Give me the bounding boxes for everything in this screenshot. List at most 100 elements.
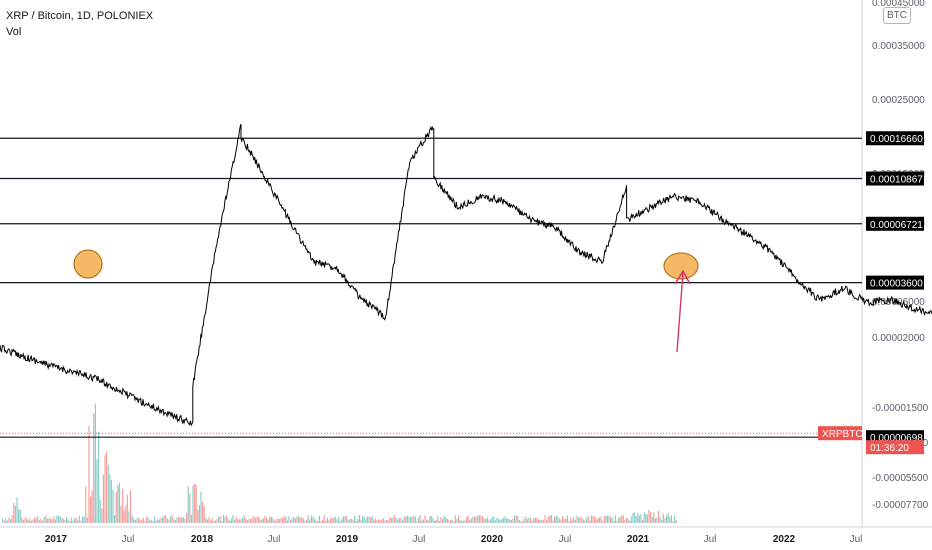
volume-bar — [309, 519, 311, 523]
volume-bar — [582, 519, 584, 523]
volume-bar — [181, 516, 183, 523]
target-arrow-head — [674, 269, 691, 285]
volume-bar — [419, 515, 421, 523]
volume-bar — [622, 515, 624, 523]
volume-bar — [166, 518, 168, 523]
volume-bar — [531, 520, 533, 523]
volume-bar — [376, 520, 378, 523]
volume-bar — [570, 517, 572, 523]
volume-bar — [339, 520, 341, 523]
volume-bar — [274, 520, 276, 523]
price-axis-tick: 0.00045000 — [872, 0, 925, 9]
volume-bar — [501, 519, 503, 523]
volume-bar — [322, 519, 324, 523]
volume-bar — [381, 519, 383, 523]
volume-bar — [629, 520, 631, 523]
volume-bar — [662, 513, 664, 523]
volume-bar — [554, 516, 556, 523]
volume-bar — [62, 519, 64, 523]
volume-bar — [562, 515, 564, 523]
level-label: 0.00006721 — [870, 220, 923, 231]
volume-bar — [461, 520, 463, 523]
volume-bar — [373, 520, 375, 523]
volume-bar — [200, 491, 202, 523]
volume-bar — [102, 474, 104, 523]
volume-bar — [445, 517, 447, 523]
volume-bar — [568, 520, 570, 523]
volume-bar — [581, 517, 583, 523]
volume-bar — [443, 515, 445, 523]
volume-bar — [173, 518, 175, 523]
volume-bar — [26, 517, 28, 523]
volume-bar — [349, 519, 351, 523]
volume-bar — [450, 519, 452, 523]
volume-bar — [541, 520, 543, 523]
marker-circle-2017 — [73, 249, 103, 279]
volume-bar — [78, 515, 80, 523]
volume-bar — [46, 518, 48, 523]
volume-bar — [150, 519, 152, 523]
volume-indicator-label[interactable]: Vol — [6, 26, 22, 38]
volume-bar — [237, 519, 239, 523]
volume-bar — [96, 459, 98, 523]
volume-bar — [18, 509, 20, 523]
volume-bar — [366, 516, 368, 523]
volume-bar — [410, 516, 412, 523]
volume-bar — [413, 515, 415, 523]
volume-bar — [378, 519, 380, 523]
volume-bar — [154, 516, 156, 523]
volume-bar — [584, 520, 586, 523]
volume-bar — [525, 516, 527, 523]
volume-bar — [357, 519, 359, 523]
volume-bar — [16, 497, 18, 523]
volume-bar — [394, 515, 396, 523]
volume-bar — [320, 520, 322, 523]
volume-bar — [122, 488, 124, 523]
level-label: 0.00010867 — [870, 175, 923, 186]
volume-bar — [53, 516, 55, 523]
volume-bar — [659, 517, 661, 523]
volume-bar — [595, 519, 597, 523]
volume-bar — [646, 514, 648, 523]
volume-bar — [346, 515, 348, 523]
volume-bar — [138, 517, 140, 523]
volume-bar — [107, 465, 109, 523]
volume-bar — [453, 520, 455, 523]
volume-bar — [635, 515, 637, 523]
volume-bar — [470, 518, 472, 523]
volume-bar — [99, 499, 101, 523]
volume-bar — [66, 516, 68, 523]
volume-bar — [406, 515, 408, 523]
volume-bar — [208, 517, 210, 523]
volume-bar — [573, 517, 575, 523]
volume-bar — [675, 520, 677, 523]
volume-bar — [195, 484, 197, 523]
volume-bar — [160, 518, 162, 523]
symbol-tag-bg — [818, 426, 862, 441]
volume-bar — [336, 519, 338, 523]
volume-bar — [70, 517, 72, 523]
volume-bar — [120, 505, 122, 523]
volume-bar — [363, 516, 365, 523]
volume-bar — [422, 519, 424, 523]
price-axis-tick: 0.00025000 — [872, 95, 925, 106]
volume-bar — [432, 517, 434, 523]
currency-badge[interactable]: BTC — [883, 7, 911, 24]
symbol-tag: XRPBTC — [822, 429, 863, 440]
volume-bar — [197, 509, 199, 523]
volume-bar — [390, 517, 392, 523]
volume-bar — [38, 520, 40, 523]
volume-bar — [486, 517, 488, 523]
volume-bar — [421, 520, 423, 523]
volume-bar — [259, 519, 261, 523]
volume-bar — [323, 515, 325, 523]
volume-bar — [365, 519, 367, 523]
volume-bar — [98, 431, 100, 523]
volume-bar — [262, 518, 264, 523]
volume-bar — [634, 512, 636, 523]
volume-bar — [187, 486, 189, 523]
volume-bar — [251, 518, 253, 523]
volume-bar — [264, 515, 266, 523]
